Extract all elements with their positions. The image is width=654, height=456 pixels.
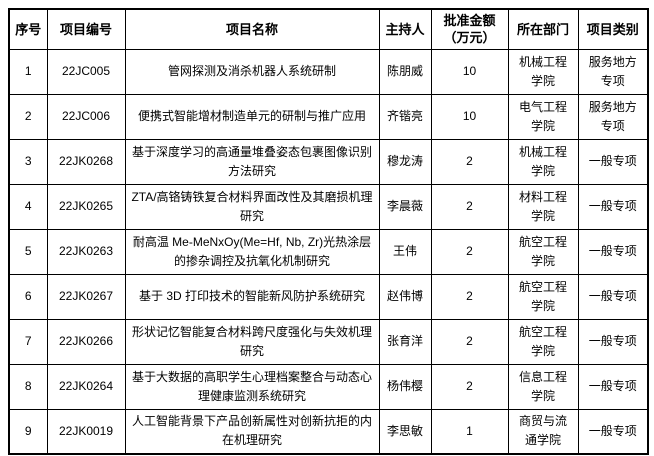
cell-category: 一般专项 xyxy=(577,363,649,410)
cell-project-code: 22JK0019 xyxy=(46,408,126,455)
table-row: 6 22JK0267 基于 3D 打印技术的智能新风防护系统研究 赵伟博 2 航… xyxy=(8,273,649,320)
cell-leader: 李思敏 xyxy=(378,408,432,455)
cell-department: 机械工程学院 xyxy=(507,138,579,185)
cell-category: 一般专项 xyxy=(577,183,649,230)
cell-project-code: 22JK0264 xyxy=(46,363,126,410)
cell-project-name: 便携式智能增材制造单元的研制与推广应用 xyxy=(124,93,380,140)
column-header-category: 项目类别 xyxy=(577,8,649,50)
column-header-no: 序号 xyxy=(8,8,48,50)
cell-category: 服务地方专项 xyxy=(577,93,649,140)
cell-category: 一般专项 xyxy=(577,138,649,185)
table-row: 5 22JK0263 耐高温 Me-MeNxOy(Me=Hf, Nb, Zr)光… xyxy=(8,228,649,275)
column-header-name: 项目名称 xyxy=(124,8,380,50)
cell-serial-number: 1 xyxy=(8,48,48,95)
cell-department: 商贸与流通学院 xyxy=(507,408,579,455)
table-row: 7 22JK0266 形状记忆智能复合材料跨尺度强化与失效机理研究 张育洋 2 … xyxy=(8,318,649,365)
cell-category: 服务地方专项 xyxy=(577,48,649,95)
cell-leader: 赵伟博 xyxy=(378,273,432,320)
cell-project-name: 基于 3D 打印技术的智能新风防护系统研究 xyxy=(124,273,380,320)
cell-leader: 杨伟樱 xyxy=(378,363,432,410)
cell-amount: 2 xyxy=(430,183,509,230)
cell-leader: 张育洋 xyxy=(378,318,432,365)
column-header-amount: 批准金额 （万元） xyxy=(430,8,509,50)
cell-project-name: 人工智能背景下产品创新属性对创新抗拒的内在机理研究 xyxy=(124,408,380,455)
cell-serial-number: 8 xyxy=(8,363,48,410)
cell-category: 一般专项 xyxy=(577,273,649,320)
projects-table: 序号 项目编号 项目名称 主持人 批准金额 （万元） 所在部门 项目类别 1 22JC005… xyxy=(8,8,649,455)
cell-serial-number: 4 xyxy=(8,183,48,230)
cell-department: 电气工程学院 xyxy=(507,93,579,140)
cell-leader: 陈朋威 xyxy=(378,48,432,95)
cell-amount: 2 xyxy=(430,138,509,185)
table-row: 9 22JK0019 人工智能背景下产品创新属性对创新抗拒的内在机理研究 李思敏… xyxy=(8,408,649,455)
table-row: 4 22JK0265 ZTA/高铬铸铁复合材料界面改性及其磨损机理研究 李晨薇 … xyxy=(8,183,649,230)
cell-category: 一般专项 xyxy=(577,318,649,365)
cell-project-name: 形状记忆智能复合材料跨尺度强化与失效机理研究 xyxy=(124,318,380,365)
cell-amount: 1 xyxy=(430,408,509,455)
table-row: 2 22JC006 便携式智能增材制造单元的研制与推广应用 齐锴亮 10 电气工… xyxy=(8,93,649,140)
cell-amount: 2 xyxy=(430,228,509,275)
cell-project-name: 耐高温 Me-MeNxOy(Me=Hf, Nb, Zr)光热涂层的掺杂调控及抗氧… xyxy=(124,228,380,275)
cell-project-name: 管网探测及消杀机器人系统研制 xyxy=(124,48,380,95)
table-header: 序号 项目编号 项目名称 主持人 批准金额 （万元） 所在部门 项目类别 xyxy=(8,8,649,50)
cell-leader: 齐锴亮 xyxy=(378,93,432,140)
cell-project-code: 22JK0266 xyxy=(46,318,126,365)
cell-department: 航空工程学院 xyxy=(507,228,579,275)
cell-leader: 王伟 xyxy=(378,228,432,275)
table-row: 3 22JK0268 基于深度学习的高通量堆叠姿态包裹图像识别方法研究 穆龙涛 … xyxy=(8,138,649,185)
cell-department: 航空工程学院 xyxy=(507,273,579,320)
cell-serial-number: 7 xyxy=(8,318,48,365)
column-header-leader: 主持人 xyxy=(378,8,432,50)
cell-serial-number: 3 xyxy=(8,138,48,185)
cell-department: 信息工程学院 xyxy=(507,363,579,410)
cell-project-code: 22JK0265 xyxy=(46,183,126,230)
cell-amount: 2 xyxy=(430,273,509,320)
cell-project-code: 22JK0263 xyxy=(46,228,126,275)
cell-leader: 穆龙涛 xyxy=(378,138,432,185)
cell-amount: 2 xyxy=(430,363,509,410)
table-row: 8 22JK0264 基于大数据的高职学生心理档案整合与动态心理健康监测系统研究… xyxy=(8,363,649,410)
cell-project-code: 22JC006 xyxy=(46,93,126,140)
cell-category: 一般专项 xyxy=(577,228,649,275)
cell-project-code: 22JK0268 xyxy=(46,138,126,185)
cell-department: 机械工程学院 xyxy=(507,48,579,95)
cell-serial-number: 6 xyxy=(8,273,48,320)
cell-department: 航空工程学院 xyxy=(507,318,579,365)
cell-leader: 李晨薇 xyxy=(378,183,432,230)
cell-amount: 10 xyxy=(430,93,509,140)
cell-project-name: 基于大数据的高职学生心理档案整合与动态心理健康监测系统研究 xyxy=(124,363,380,410)
cell-serial-number: 9 xyxy=(8,408,48,455)
column-header-dept: 所在部门 xyxy=(507,8,579,50)
cell-project-name: ZTA/高铬铸铁复合材料界面改性及其磨损机理研究 xyxy=(124,183,380,230)
table-body: 1 22JC005 管网探测及消杀机器人系统研制 陈朋威 10 机械工程学院 服… xyxy=(8,48,649,455)
cell-department: 材料工程学院 xyxy=(507,183,579,230)
table-row: 1 22JC005 管网探测及消杀机器人系统研制 陈朋威 10 机械工程学院 服… xyxy=(8,48,649,95)
header-row: 序号 项目编号 项目名称 主持人 批准金额 （万元） 所在部门 项目类别 xyxy=(8,8,649,50)
cell-serial-number: 2 xyxy=(8,93,48,140)
cell-amount: 2 xyxy=(430,318,509,365)
cell-category: 一般专项 xyxy=(577,408,649,455)
column-header-code: 项目编号 xyxy=(46,8,126,50)
cell-project-name: 基于深度学习的高通量堆叠姿态包裹图像识别方法研究 xyxy=(124,138,380,185)
cell-amount: 10 xyxy=(430,48,509,95)
cell-project-code: 22JC005 xyxy=(46,48,126,95)
cell-project-code: 22JK0267 xyxy=(46,273,126,320)
cell-serial-number: 5 xyxy=(8,228,48,275)
